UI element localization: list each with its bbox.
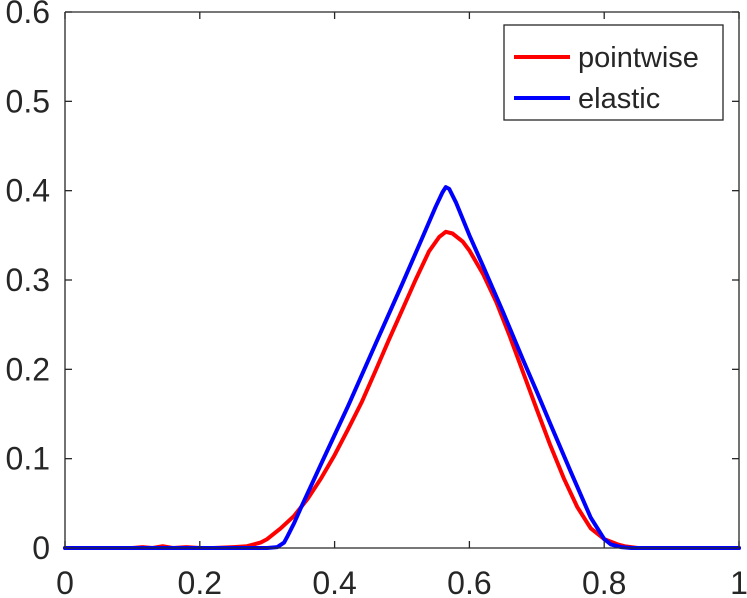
y-tick-label: 0	[32, 530, 50, 566]
legend-label-pointwise: pointwise	[578, 42, 699, 74]
x-tick-label: 0.2	[178, 565, 222, 598]
y-tick-label: 0.6	[6, 0, 50, 30]
legend: pointwise elastic	[503, 24, 724, 121]
legend-label-elastic: elastic	[578, 83, 660, 115]
x-tick-label: 0.8	[582, 565, 626, 598]
x-tick-label: 0.4	[312, 565, 356, 598]
series-line-elastic	[63, 185, 741, 550]
x-tick-label: 0.6	[447, 565, 491, 598]
x-tick-label: 1	[730, 565, 747, 598]
y-tick-label: 0.3	[6, 262, 50, 298]
ticks-layer: 0 0.2 0.4 0.6 0.8 1 0 0.1 0.2 0.3 0.4 0.5 0.6	[6, 0, 747, 598]
legend-box	[503, 24, 724, 121]
y-tick-label: 0.2	[6, 351, 50, 387]
y-tick-label: 0.4	[6, 173, 50, 209]
y-tick-label: 0.5	[6, 83, 50, 119]
y-tick-label: 0.1	[6, 441, 50, 477]
x-tick-label: 0	[56, 565, 74, 598]
